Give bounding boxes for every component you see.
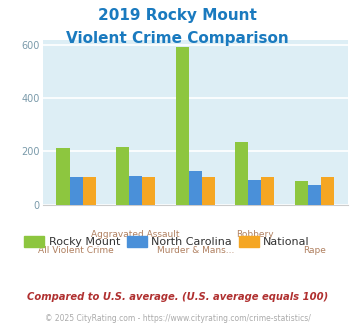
Bar [142,177,155,205]
Bar [248,180,261,205]
Bar [308,185,321,205]
Bar [295,181,308,205]
Bar [261,177,274,205]
Text: Murder & Mans...: Murder & Mans... [157,246,234,255]
Text: 2019 Rocky Mount: 2019 Rocky Mount [98,8,257,23]
Bar [321,177,334,205]
Text: Robbery: Robbery [236,230,274,239]
Text: Aggravated Assault: Aggravated Assault [92,230,180,239]
Bar [235,142,248,205]
Text: Compared to U.S. average. (U.S. average equals 100): Compared to U.S. average. (U.S. average … [27,292,328,302]
Text: Rape: Rape [303,246,326,255]
Bar [70,177,83,205]
Bar [116,147,129,205]
Text: © 2025 CityRating.com - https://www.cityrating.com/crime-statistics/: © 2025 CityRating.com - https://www.city… [45,314,310,323]
Bar [56,148,70,205]
Text: Violent Crime Comparison: Violent Crime Comparison [66,31,289,46]
Bar [129,176,142,205]
Legend: Rocky Mount, North Carolina, National: Rocky Mount, North Carolina, National [20,232,314,252]
Text: All Violent Crime: All Violent Crime [38,246,114,255]
Bar [189,171,202,205]
Bar [176,47,189,205]
Bar [202,177,215,205]
Bar [83,178,96,205]
